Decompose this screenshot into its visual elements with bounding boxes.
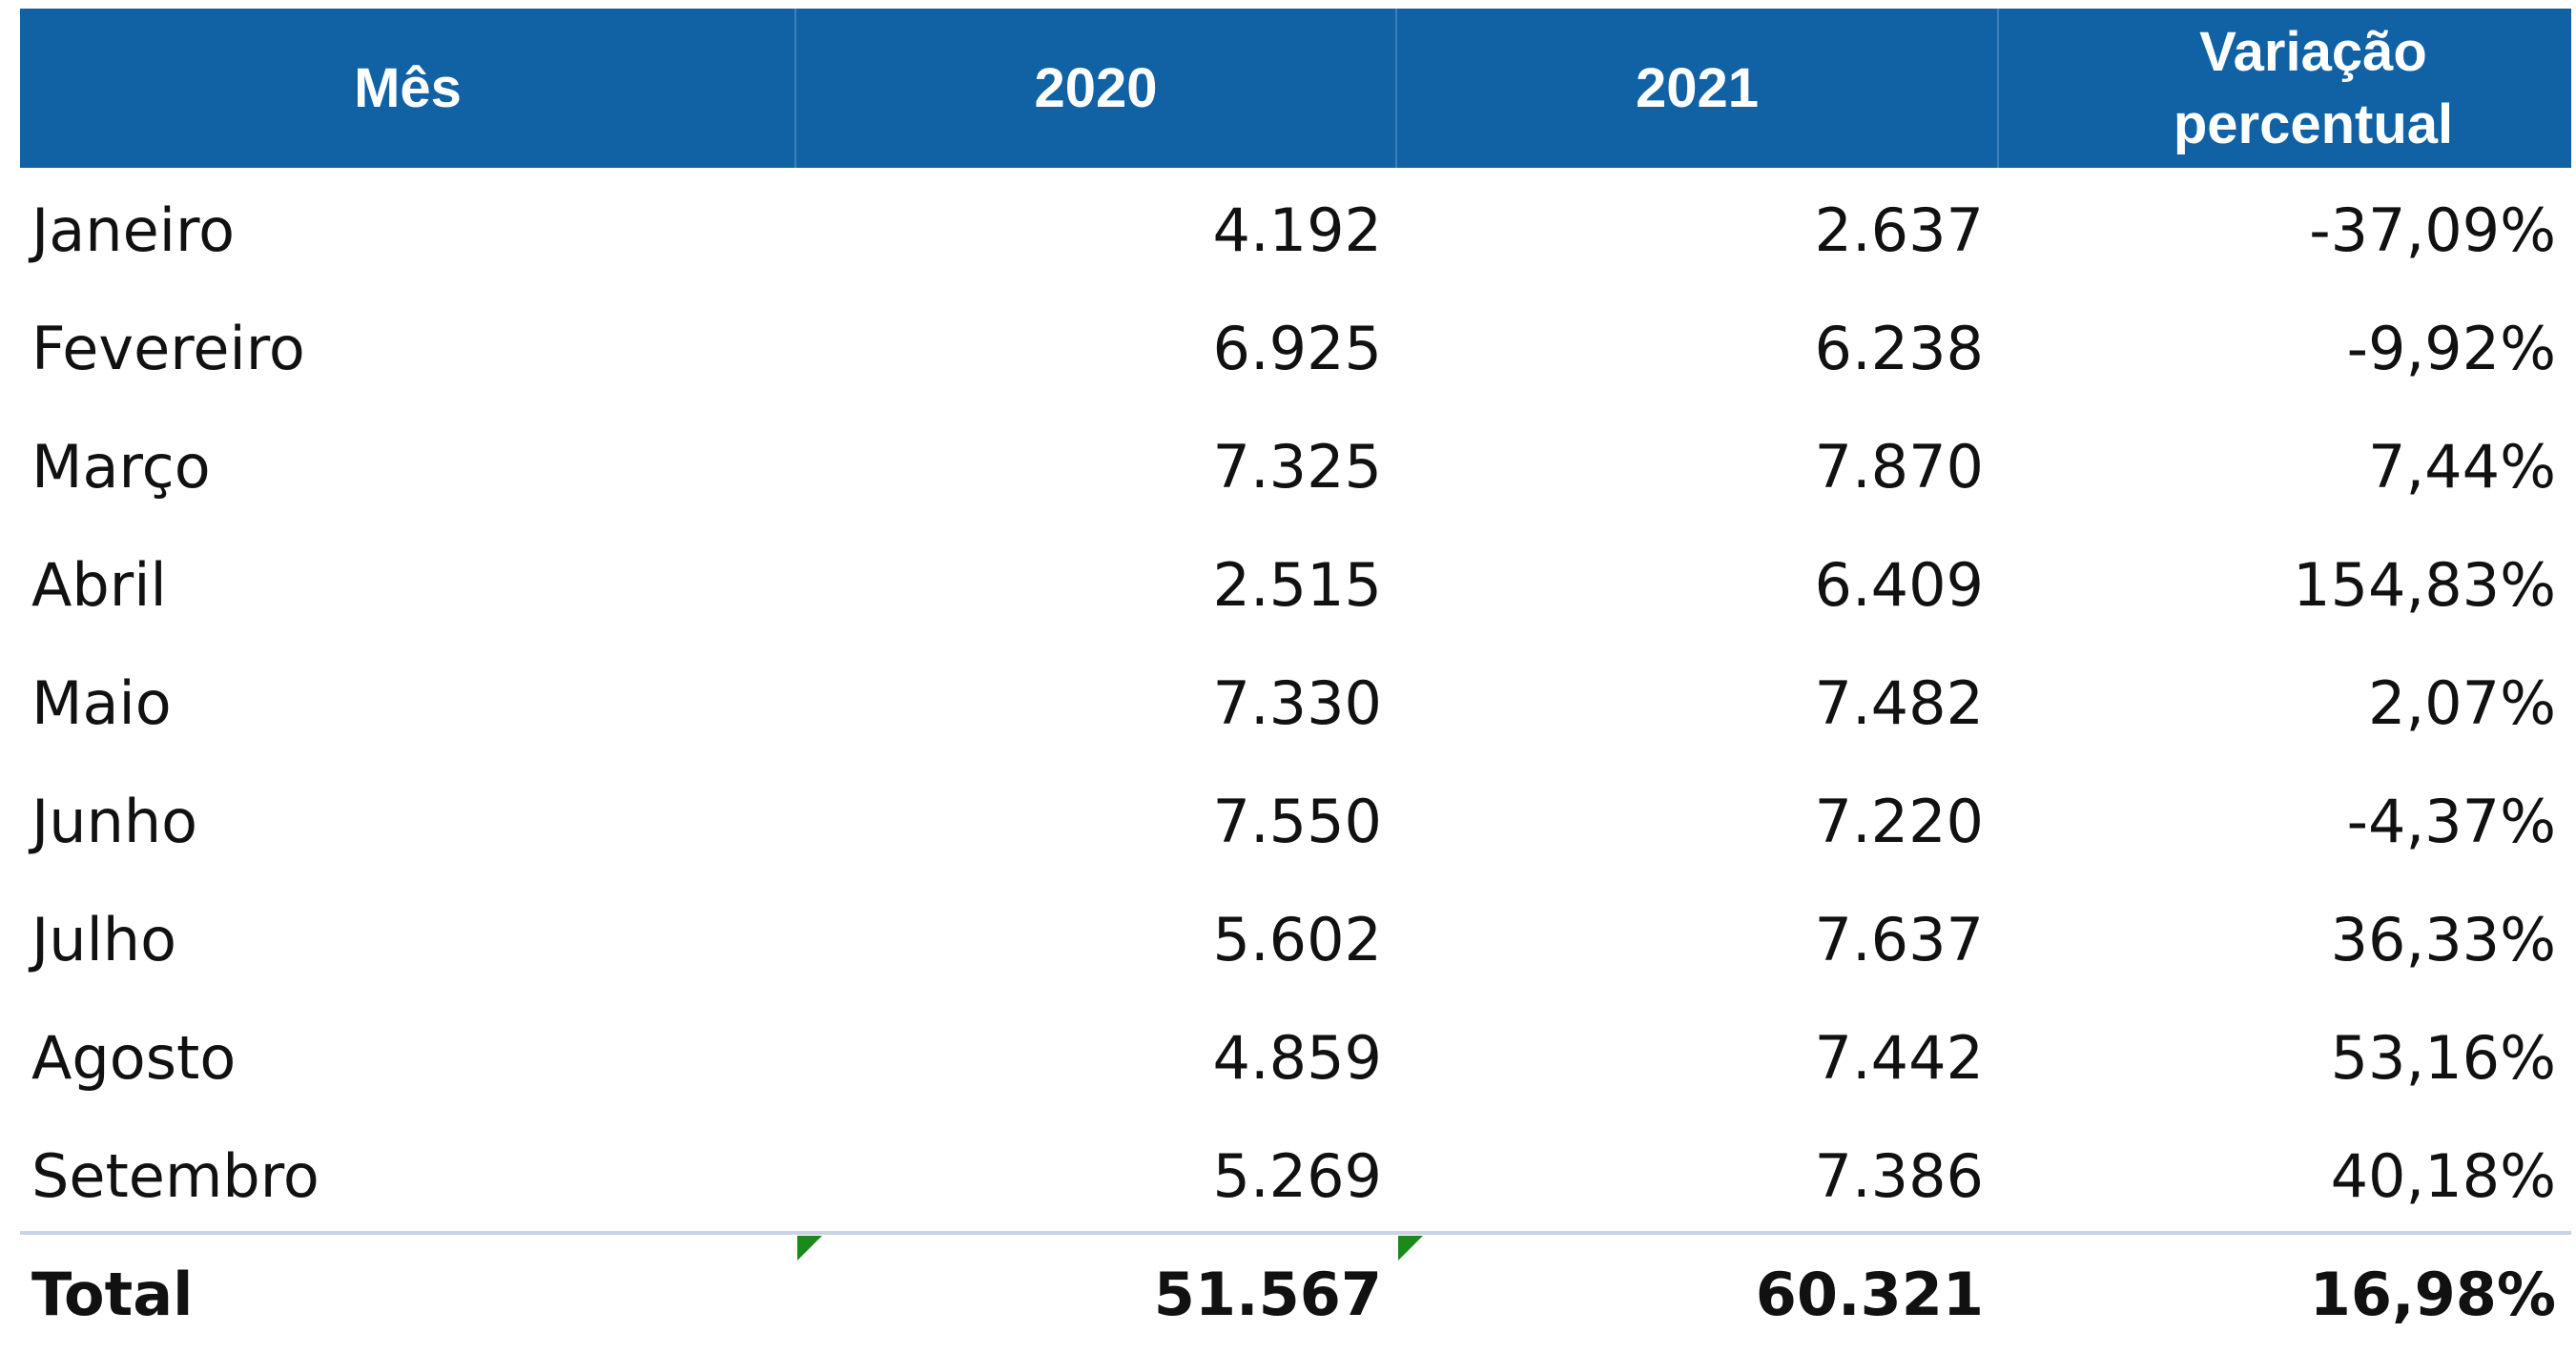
table-cell: Maio <box>31 667 172 738</box>
table-cell: 7.637 <box>1814 904 1985 974</box>
total-cell: Total <box>31 1259 194 1329</box>
table-cell: 7.482 <box>1814 667 1985 738</box>
table-cell: 7.870 <box>1814 431 1985 502</box>
table-cell: Janeiro <box>31 195 236 265</box>
table-cell: Março <box>31 431 211 502</box>
table-cell: Julho <box>31 904 177 974</box>
table-cell: 2.637 <box>1814 195 1985 265</box>
table-cell: 5.269 <box>1212 1140 1383 1211</box>
table-cell: -37,09% <box>2309 195 2556 265</box>
table-cell: 7.220 <box>1814 786 1985 856</box>
table-cell: 7,44% <box>2368 431 2556 502</box>
header-separator <box>1997 9 1999 168</box>
table-cell: Junho <box>31 786 198 856</box>
header-cell: Variação percentual <box>2173 20 2454 155</box>
header-separator <box>1395 9 1397 168</box>
table-cell: 154,83% <box>2293 549 2556 620</box>
table-cell: 36,33% <box>2330 904 2556 974</box>
table-cell: 2.515 <box>1212 549 1383 620</box>
table-cell: 6.925 <box>1212 313 1383 383</box>
table-cell: 53,16% <box>2330 1022 2556 1093</box>
table-cell: 6.409 <box>1814 549 1985 620</box>
table-cell: 6.238 <box>1814 313 1985 383</box>
table-cell: 4.859 <box>1212 1022 1383 1093</box>
header-cell: Mês <box>354 56 462 119</box>
table-cell: 7.550 <box>1212 786 1383 856</box>
table-cell: 4.192 <box>1212 195 1383 265</box>
header-background <box>20 9 2571 168</box>
table-cell: Setembro <box>31 1140 319 1211</box>
table-cell: -4,37% <box>2346 786 2556 856</box>
total-cell: 16,98% <box>2309 1259 2556 1329</box>
header-cell: 2021 <box>1635 56 1760 119</box>
table-cell: 7.442 <box>1814 1022 1985 1093</box>
total-cell: 60.321 <box>1755 1259 1984 1329</box>
table-cell: 7.386 <box>1814 1140 1985 1211</box>
total-rule <box>20 1231 2571 1235</box>
header-separator <box>794 9 796 168</box>
table-cell: 2,07% <box>2368 667 2556 738</box>
table-cell: Agosto <box>31 1022 237 1093</box>
total-cell: 51.567 <box>1153 1259 1382 1329</box>
table-cell: Abril <box>31 549 167 620</box>
table-cell: 7.330 <box>1212 667 1383 738</box>
cell-marker <box>797 1236 822 1261</box>
cell-marker <box>1398 1236 1423 1261</box>
table-cell: Fevereiro <box>31 313 305 383</box>
header-cell: 2020 <box>1034 56 1158 119</box>
table-cell: 7.325 <box>1212 431 1383 502</box>
table-cell: 5.602 <box>1212 904 1383 974</box>
table-cell: -9,92% <box>2346 313 2556 383</box>
table-cell: 40,18% <box>2330 1140 2556 1211</box>
